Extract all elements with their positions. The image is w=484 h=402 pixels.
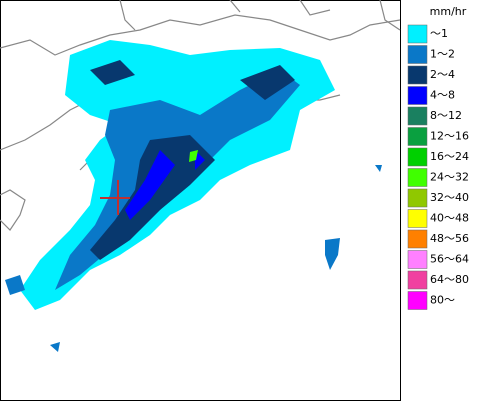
legend-swatch — [407, 45, 428, 64]
legend-label: ～1 — [430, 27, 448, 40]
legend-label: 2～4 — [430, 68, 455, 81]
legend-label: 32～40 — [430, 191, 469, 204]
legend: mm/hr ～1 1～2 2～4 4～8 8～12 12～16 16～24 24～32 32～4… — [407, 5, 469, 310]
legend-label: 8～12 — [430, 109, 462, 122]
legend-swatch — [407, 188, 428, 208]
legend-swatch — [407, 291, 428, 310]
coastline — [0, 14, 401, 56]
legend-swatch — [407, 209, 428, 228]
legend-label: 64～80 — [430, 273, 469, 286]
legend-swatch — [407, 250, 428, 269]
legend-swatch — [407, 86, 428, 105]
legend-label: 48～56 — [430, 232, 469, 245]
legend-swatch — [407, 168, 428, 187]
legend-label: 40～48 — [430, 212, 469, 225]
rain-area — [125, 150, 205, 220]
coastline — [0, 189, 26, 231]
legend-label: 16～24 — [430, 150, 469, 163]
legend-swatch — [407, 65, 428, 85]
border-line — [119, 0, 401, 31]
map — [0, 0, 401, 352]
legend-label: 24～32 — [430, 171, 469, 184]
legend-label: 56～64 — [430, 253, 469, 266]
legend-swatch — [407, 24, 428, 44]
legend-label: 80～ — [430, 294, 455, 307]
legend-swatch — [407, 147, 428, 167]
rain-area — [189, 150, 198, 162]
legend-label: 4～8 — [430, 89, 455, 102]
legend-unit: mm/hr — [430, 5, 467, 18]
legend-swatch — [407, 127, 428, 146]
legend-swatch — [407, 229, 428, 249]
rain-area — [100, 180, 130, 215]
legend-swatch — [407, 106, 428, 126]
legend-swatch — [407, 270, 428, 290]
legend-label: 1～2 — [430, 48, 455, 61]
legend-label: 12～16 — [430, 130, 469, 143]
